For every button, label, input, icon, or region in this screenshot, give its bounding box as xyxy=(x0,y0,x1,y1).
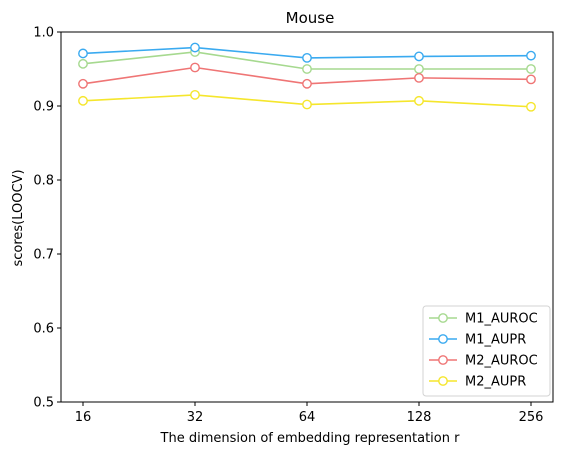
legend-swatch-marker xyxy=(438,376,448,386)
y-tick-label: 0.7 xyxy=(33,248,54,263)
data-point xyxy=(78,78,88,89)
data-point xyxy=(302,64,312,74)
x-tick-label: 32 xyxy=(187,410,204,425)
y-axis-label: scores(LOOCV) xyxy=(11,169,26,266)
x-tick-label: 64 xyxy=(299,410,316,425)
legend-label: M2_AUROC xyxy=(465,354,538,369)
y-tick-label: 0.6 xyxy=(33,322,54,337)
legend-label: M1_AUPR xyxy=(465,333,526,348)
legend-swatch-marker xyxy=(438,355,448,365)
x-tick-label: 128 xyxy=(407,410,432,425)
data-point xyxy=(526,74,536,85)
plot-area-frame xyxy=(60,31,554,403)
chart-title: Mouse xyxy=(286,9,335,27)
data-point xyxy=(526,64,536,74)
y-tick-label: 1.0 xyxy=(33,26,54,41)
series-layer xyxy=(78,42,536,112)
data-point xyxy=(414,72,424,83)
data-point xyxy=(190,62,200,73)
legend-label: M1_AUROC xyxy=(465,312,538,327)
x-tick-label: 16 xyxy=(75,410,92,425)
data-point xyxy=(302,53,312,63)
y-tick-label: 0.5 xyxy=(33,396,54,411)
legend: M1_AUROC M1_AUPR M2_AUROC M2_AUPR xyxy=(422,305,551,397)
data-point xyxy=(302,99,312,110)
data-point xyxy=(526,101,536,112)
legend-label: M2_AUPR xyxy=(465,375,526,390)
data-point xyxy=(414,64,424,74)
data-point xyxy=(526,50,536,61)
data-point xyxy=(302,78,312,89)
y-tick-label: 0.8 xyxy=(33,174,54,189)
legend-swatch-marker xyxy=(438,334,448,344)
legend-box xyxy=(422,305,551,397)
y-axis-ticks: 0.5 0.6 0.7 0.8 0.9 1.0 xyxy=(33,26,61,411)
x-axis-ticks: 16 32 64 128 256 xyxy=(75,402,544,425)
x-tick-label: 256 xyxy=(519,410,544,425)
data-point xyxy=(414,51,424,62)
y-tick-label: 0.9 xyxy=(33,100,54,115)
data-point xyxy=(78,95,88,106)
data-point xyxy=(414,95,424,106)
legend-swatch-marker xyxy=(438,313,448,323)
data-point xyxy=(190,90,200,100)
data-point xyxy=(78,48,88,59)
x-axis-label: The dimension of embedding representatio… xyxy=(160,431,461,446)
data-point xyxy=(78,58,88,69)
data-point xyxy=(190,42,200,53)
